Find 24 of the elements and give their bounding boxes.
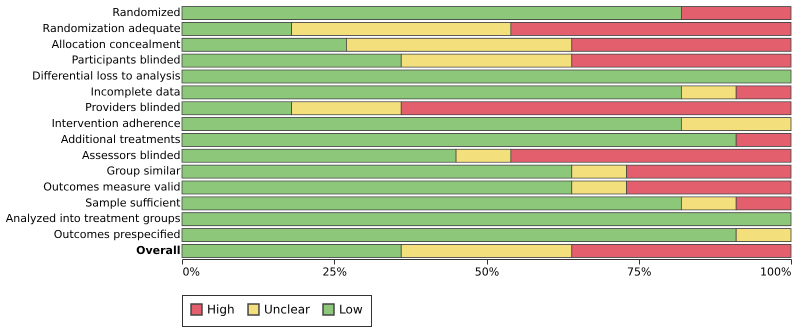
legend-label: Low <box>339 302 363 317</box>
y-tick-label: Intervention adherence <box>52 117 181 130</box>
y-tick-label: Allocation concealment <box>52 38 182 51</box>
legend-label: Unclear <box>264 302 310 317</box>
y-tick-label: Randomized <box>112 6 180 20</box>
y-tick-label: Sample sufficient <box>85 196 182 210</box>
y-tick-label: Overall <box>136 244 180 257</box>
x-tick-label: 25% <box>322 266 347 278</box>
x-tick-label: 0% <box>182 266 200 278</box>
y-tick-label: Outcomes measure valid <box>43 180 180 194</box>
y-tick-label: Analyzed into treatment groups <box>6 212 181 226</box>
y-tick-label: Randomization adequate <box>42 22 181 35</box>
y-tick-label: Assessors blinded <box>82 148 180 162</box>
x-tick-label: 100% <box>760 266 792 278</box>
y-tick-label: Participants blinded <box>72 54 180 67</box>
y-tick-label: Additional treatments <box>60 132 181 146</box>
x-tick-label: 75% <box>627 266 652 278</box>
y-tick-label: Group similar <box>106 164 181 178</box>
y-tick-label: Outcomes prespecified <box>54 228 180 242</box>
x-tick-label: 50% <box>474 266 500 278</box>
y-tick-label: Differential loss to analysis <box>32 70 181 83</box>
legend-label: High <box>207 302 235 317</box>
y-tick-label: Incomplete data <box>90 85 180 98</box>
y-tick-label: Providers blinded <box>85 101 180 114</box>
